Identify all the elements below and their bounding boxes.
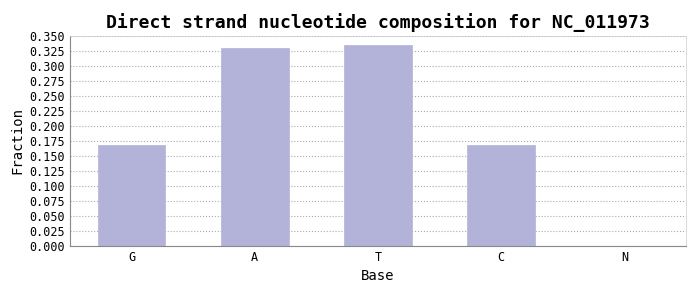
Title: Direct strand nucleotide composition for NC_011973: Direct strand nucleotide composition for…	[106, 13, 650, 32]
Bar	[468, 145, 535, 246]
Bar	[344, 45, 412, 246]
Y-axis label: Fraction: Fraction	[10, 107, 24, 175]
X-axis label: Base: Base	[361, 269, 395, 284]
Bar	[98, 145, 165, 246]
Bar	[221, 48, 288, 246]
